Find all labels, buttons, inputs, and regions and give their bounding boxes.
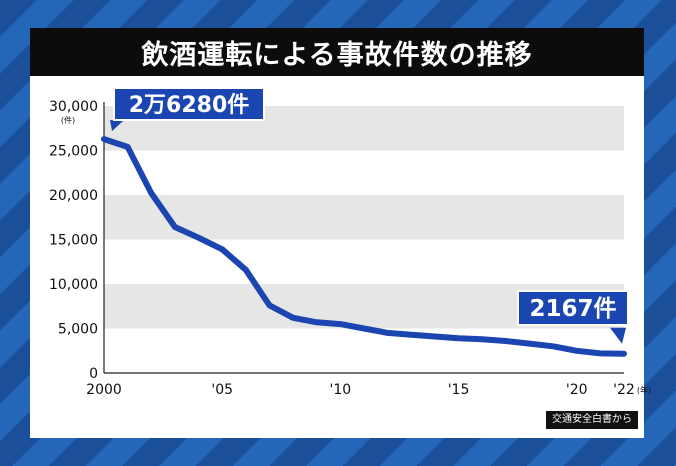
source-label: 交通安全白書から — [546, 411, 638, 429]
y-axis-unit: (件) — [61, 115, 75, 125]
y-tick-label: 10,000 — [49, 277, 98, 293]
x-tick-label: '10 — [330, 382, 352, 398]
x-axis-unit: (年) — [637, 385, 651, 395]
x-tick-label: '22 — [613, 382, 635, 398]
y-tick-label: 30,000 — [49, 99, 98, 115]
annotation-callouts: 2万6280件 2167件 — [110, 87, 629, 344]
axis-units: (件) (年) — [61, 115, 651, 395]
callout-pointer — [110, 120, 124, 132]
x-tick-label: '15 — [448, 382, 470, 398]
callout-box — [517, 290, 629, 326]
callout-box — [113, 87, 265, 121]
x-tick-label: 2000 — [86, 382, 122, 398]
y-tick-label: 0 — [89, 366, 98, 382]
y-tick-label: 15,000 — [49, 233, 98, 249]
callout-label-end: 2167件 — [529, 296, 616, 322]
y-tick-labels: 0 5,000 10,000 15,000 20,000 25,000 30,000 — [49, 99, 98, 382]
callout-pointer — [610, 327, 626, 344]
callout-label-start: 2万6280件 — [129, 93, 250, 118]
axes — [103, 102, 624, 374]
y-tick-label: 5,000 — [58, 322, 98, 338]
x-tick-label: '20 — [566, 382, 588, 398]
y-tick-label: 20,000 — [49, 188, 98, 204]
chart-title: 飲酒運転による事故件数の推移 — [30, 28, 644, 76]
series-line-group — [101, 136, 627, 357]
x-tick-labels: 2000 '05 '10 '15 '20 '22 — [86, 382, 635, 398]
y-tick-label: 25,000 — [49, 144, 98, 160]
x-tick-label: '05 — [211, 382, 233, 398]
